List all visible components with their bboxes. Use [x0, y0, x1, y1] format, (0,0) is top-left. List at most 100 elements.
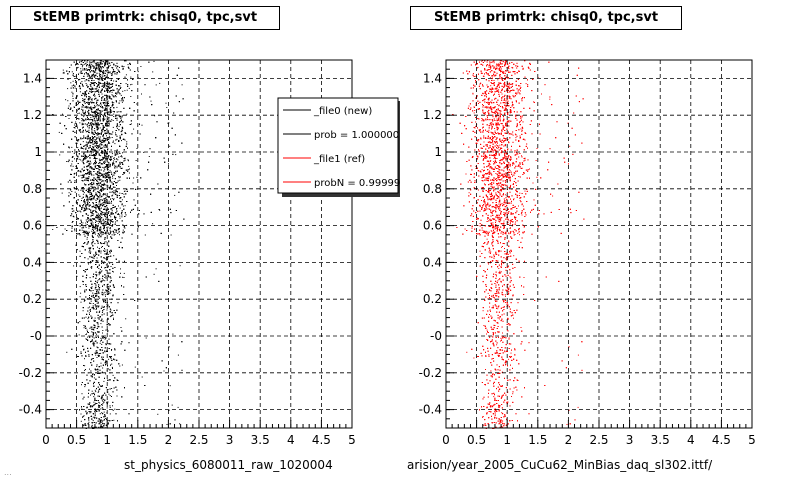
- left-point: [68, 161, 70, 163]
- left-point: [109, 395, 111, 397]
- left-point: [96, 221, 98, 222]
- left-point: [97, 126, 99, 127]
- left-point: [121, 115, 123, 117]
- left-point: [71, 85, 73, 87]
- left-point: [121, 162, 122, 164]
- left-point: [89, 308, 91, 310]
- left-point: [86, 75, 88, 77]
- left-point: [100, 252, 102, 254]
- left-point: [104, 193, 106, 195]
- left-point: [98, 279, 100, 281]
- left-point: [90, 117, 92, 119]
- left-point: [86, 85, 88, 87]
- left-point: [93, 80, 95, 81]
- left-point: [90, 98, 92, 100]
- left-point: [81, 66, 83, 68]
- left-point: [90, 76, 92, 78]
- left-point: [125, 60, 127, 62]
- left-point: [99, 228, 101, 230]
- left-point: [102, 85, 104, 86]
- left-point: [112, 72, 114, 74]
- left-point: [88, 122, 90, 123]
- left-point: [107, 60, 109, 62]
- left-point: [104, 194, 106, 196]
- left-point: [120, 131, 122, 133]
- left-point: [107, 168, 109, 170]
- left-point: [91, 230, 93, 232]
- left-point: [90, 152, 92, 154]
- left-point: [108, 200, 110, 202]
- left-point: [96, 114, 97, 115]
- left-point: [99, 234, 101, 236]
- left-point: [97, 62, 99, 63]
- left-point: [143, 151, 145, 153]
- left-point: [110, 266, 112, 267]
- left-point: [97, 78, 99, 80]
- left-point: [125, 318, 127, 320]
- left-point: [91, 267, 93, 269]
- left-point: [111, 366, 113, 368]
- left-point: [67, 100, 69, 102]
- left-point: [64, 228, 66, 230]
- left-point: [112, 69, 114, 70]
- left-point: [97, 280, 99, 282]
- left-point: [104, 169, 106, 171]
- left-point: [97, 226, 99, 227]
- left-point: [98, 274, 100, 276]
- left-point: [101, 74, 103, 76]
- left-point: [103, 202, 105, 204]
- left-point: [99, 207, 101, 209]
- left-point: [92, 82, 94, 84]
- left-point: [78, 112, 80, 114]
- left-point: [104, 291, 106, 293]
- left-point: [96, 171, 98, 173]
- left-point: [68, 147, 70, 149]
- left-point: [87, 155, 89, 157]
- left-point: [103, 250, 105, 252]
- left-point: [71, 151, 73, 153]
- left-point: [91, 74, 93, 76]
- left-point: [72, 92, 74, 94]
- left-point: [95, 145, 97, 147]
- left-point: [120, 272, 121, 274]
- left-point: [106, 309, 108, 311]
- left-point: [119, 100, 121, 102]
- left-point: [62, 113, 63, 115]
- left-point: [96, 357, 98, 358]
- left-point: [113, 157, 115, 159]
- left-point: [109, 292, 111, 294]
- left-point: [171, 404, 173, 406]
- left-point: [112, 140, 114, 142]
- left-point: [87, 222, 88, 223]
- left-point: [100, 362, 102, 364]
- left-point: [108, 196, 110, 197]
- left-point: [103, 103, 105, 105]
- left-point: [72, 95, 74, 97]
- left-point: [103, 83, 105, 85]
- left-point: [101, 110, 103, 112]
- left-point: [101, 399, 103, 401]
- left-point: [95, 116, 97, 118]
- left-point: [81, 408, 83, 410]
- left-point: [103, 134, 104, 135]
- left-point: [94, 417, 96, 419]
- left-point: [84, 358, 85, 360]
- left-point: [81, 160, 83, 162]
- left-point: [113, 113, 115, 115]
- left-point: [87, 307, 89, 309]
- left-point: [91, 63, 93, 65]
- left-point: [114, 192, 116, 193]
- left-point: [104, 221, 106, 223]
- left-point: [88, 189, 90, 191]
- left-point: [124, 171, 126, 173]
- left-point: [85, 83, 87, 84]
- left-point: [119, 215, 121, 217]
- left-point: [90, 171, 92, 173]
- left-point: [96, 365, 98, 367]
- left-point: [118, 177, 120, 179]
- left-point: [83, 365, 84, 366]
- left-point: [117, 159, 119, 161]
- left-point: [108, 72, 110, 74]
- left-point: [174, 194, 176, 196]
- left-point: [112, 270, 113, 272]
